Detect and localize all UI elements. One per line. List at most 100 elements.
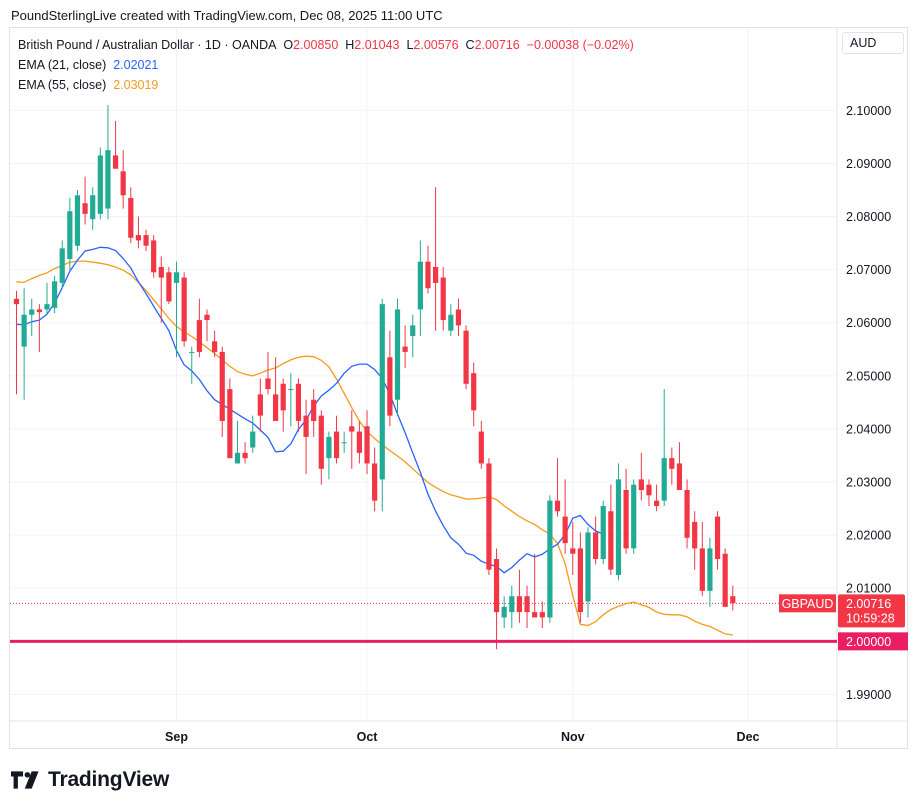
- candle-body[interactable]: [120, 171, 126, 196]
- candle-body[interactable]: [631, 484, 637, 549]
- candle-body[interactable]: [410, 325, 416, 336]
- candle-body[interactable]: [730, 596, 736, 604]
- candle-body[interactable]: [112, 155, 119, 169]
- legend-ema55-row[interactable]: EMA (55, close) 2.03019: [18, 75, 634, 95]
- candle-body[interactable]: [280, 383, 286, 411]
- candle-body[interactable]: [29, 309, 35, 315]
- candle-body[interactable]: [570, 548, 576, 554]
- candle-body[interactable]: [486, 463, 492, 570]
- candle-body[interactable]: [669, 458, 675, 469]
- candle-body[interactable]: [341, 442, 347, 444]
- candle-body[interactable]: [547, 500, 553, 618]
- candle-body[interactable]: [212, 341, 218, 352]
- candle-body[interactable]: [402, 346, 408, 352]
- candle-body[interactable]: [433, 266, 439, 283]
- ema21-line[interactable]: [16, 246, 604, 574]
- candle-body[interactable]: [364, 426, 370, 464]
- candle-body[interactable]: [67, 211, 73, 259]
- candle-body[interactable]: [554, 500, 561, 512]
- candle-body[interactable]: [425, 261, 431, 289]
- candle-body[interactable]: [204, 314, 210, 321]
- candle-body[interactable]: [532, 612, 538, 618]
- candle-body[interactable]: [448, 314, 454, 331]
- candle-body[interactable]: [463, 330, 469, 384]
- candle-body[interactable]: [288, 389, 294, 391]
- candle-body[interactable]: [646, 484, 652, 496]
- candle-body[interactable]: [219, 351, 225, 421]
- candle-body[interactable]: [158, 266, 164, 278]
- candle-body[interactable]: [455, 309, 462, 326]
- candle-body[interactable]: [516, 596, 523, 613]
- candle-body[interactable]: [82, 203, 88, 214]
- candle-body[interactable]: [638, 479, 644, 490]
- candle-body[interactable]: [36, 309, 42, 313]
- ema55-line[interactable]: [16, 260, 733, 636]
- candle-body[interactable]: [143, 235, 149, 246]
- candle-body[interactable]: [661, 458, 667, 501]
- candle-body[interactable]: [97, 155, 103, 214]
- candle-body[interactable]: [509, 596, 515, 613]
- candle-body[interactable]: [272, 394, 279, 421]
- candle-body[interactable]: [653, 500, 660, 506]
- candle-body[interactable]: [440, 277, 446, 321]
- candle-body[interactable]: [562, 516, 568, 544]
- candle-body[interactable]: [501, 606, 507, 618]
- candle-body[interactable]: [196, 320, 202, 352]
- legend-ema21-row[interactable]: EMA (21, close) 2.02021: [18, 55, 634, 75]
- candle-body[interactable]: [417, 261, 423, 310]
- candle-body[interactable]: [90, 195, 96, 220]
- candle-body[interactable]: [295, 383, 302, 421]
- candle-body[interactable]: [13, 298, 20, 305]
- candle-body[interactable]: [135, 235, 142, 241]
- tradingview-branding[interactable]: TradingView: [11, 768, 169, 792]
- candle-body[interactable]: [52, 281, 58, 308]
- candle-body[interactable]: [676, 463, 683, 490]
- candle-body[interactable]: [257, 394, 263, 416]
- candle-body[interactable]: [577, 548, 583, 613]
- candle-body[interactable]: [356, 431, 362, 453]
- candle-body[interactable]: [311, 399, 317, 421]
- candle-body[interactable]: [722, 553, 728, 607]
- candle-body[interactable]: [615, 479, 622, 575]
- candle-body[interactable]: [326, 436, 332, 459]
- candle-body[interactable]: [600, 505, 606, 560]
- candle-body[interactable]: [714, 516, 721, 560]
- candle-body[interactable]: [623, 490, 629, 549]
- candle-body[interactable]: [21, 314, 27, 347]
- candle-body[interactable]: [478, 431, 484, 464]
- candle-body[interactable]: [593, 532, 599, 560]
- candle-body[interactable]: [303, 415, 309, 437]
- candle-body[interactable]: [524, 596, 530, 613]
- candle-body[interactable]: [608, 511, 614, 570]
- candle-body[interactable]: [227, 389, 233, 459]
- candle-body[interactable]: [173, 272, 180, 283]
- currency-selector[interactable]: AUD: [842, 32, 904, 54]
- candle-body[interactable]: [349, 426, 355, 432]
- candle-body[interactable]: [105, 150, 111, 209]
- candle-body[interactable]: [372, 463, 378, 501]
- candle-body[interactable]: [74, 195, 81, 246]
- candle-body[interactable]: [265, 378, 271, 390]
- candle-body[interactable]: [585, 532, 591, 602]
- candle-body[interactable]: [318, 415, 324, 469]
- candle-body[interactable]: [59, 248, 65, 283]
- candle-body[interactable]: [181, 277, 187, 342]
- candle-body[interactable]: [394, 309, 401, 400]
- candle-body[interactable]: [379, 304, 385, 480]
- candle-body[interactable]: [692, 521, 698, 549]
- candle-body[interactable]: [151, 240, 157, 273]
- candle-body[interactable]: [242, 452, 248, 459]
- candle-body[interactable]: [128, 197, 134, 238]
- candle-body[interactable]: [189, 351, 195, 353]
- candle-body[interactable]: [707, 548, 713, 591]
- candle-body[interactable]: [684, 490, 690, 538]
- candle-body[interactable]: [699, 548, 705, 591]
- candle-body[interactable]: [166, 272, 172, 302]
- candle-body[interactable]: [44, 304, 50, 310]
- candle-body[interactable]: [387, 357, 393, 416]
- candle-body[interactable]: [539, 612, 545, 618]
- candle-body[interactable]: [471, 373, 477, 411]
- candle-body[interactable]: [234, 452, 241, 464]
- candle-body[interactable]: [493, 559, 500, 613]
